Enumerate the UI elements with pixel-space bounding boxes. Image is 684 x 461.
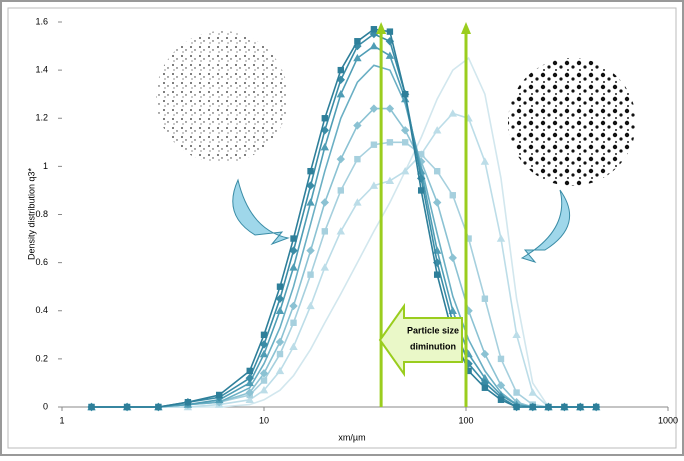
marker xyxy=(338,187,344,193)
marker xyxy=(261,332,267,338)
x-tick-label: 1 xyxy=(59,415,64,425)
marker xyxy=(402,139,408,145)
marker xyxy=(450,192,456,198)
marker xyxy=(307,271,313,277)
marker xyxy=(338,67,344,73)
reference-arrowhead xyxy=(461,22,471,34)
marker xyxy=(498,397,504,403)
marker xyxy=(577,404,583,410)
annotation: Particle size xyxy=(407,325,459,335)
marker xyxy=(337,155,345,163)
marker xyxy=(88,404,94,410)
marker xyxy=(593,404,599,410)
marker xyxy=(371,142,377,148)
reference-arrowhead xyxy=(376,22,386,34)
marker xyxy=(354,156,360,162)
y-axis-label: Density distribution q3* xyxy=(26,167,36,260)
y-tick-label: 0.8 xyxy=(35,209,48,219)
x-tick-label: 100 xyxy=(458,415,473,425)
marker xyxy=(449,109,457,116)
particle-image-coarse xyxy=(508,58,636,186)
marker xyxy=(276,338,284,346)
marker xyxy=(418,187,424,193)
marker xyxy=(482,385,488,391)
marker xyxy=(289,263,297,270)
marker xyxy=(321,263,329,270)
marker xyxy=(306,302,314,309)
marker xyxy=(290,235,296,241)
marker xyxy=(322,228,328,234)
y-tick-label: 1.2 xyxy=(35,113,48,123)
marker xyxy=(387,28,393,34)
marker xyxy=(337,227,345,234)
curved-arrow-left xyxy=(233,180,288,244)
marker xyxy=(277,283,283,289)
marker xyxy=(276,367,284,374)
marker xyxy=(124,404,130,410)
marker xyxy=(354,38,360,44)
marker xyxy=(512,331,520,338)
particle-image-fine xyxy=(156,31,288,163)
marker xyxy=(307,168,313,174)
marker xyxy=(155,404,161,410)
annotation: diminution xyxy=(410,341,456,351)
y-tick-label: 0 xyxy=(43,401,48,411)
y-tick-label: 0.4 xyxy=(35,305,48,315)
x-tick-label: 10 xyxy=(259,415,269,425)
curved-arrow-right xyxy=(522,190,570,262)
marker xyxy=(482,296,488,302)
y-tick-label: 0.6 xyxy=(35,257,48,267)
marker xyxy=(402,91,408,97)
marker xyxy=(481,350,489,358)
arrow-annotation xyxy=(380,306,462,374)
y-tick-label: 0.2 xyxy=(35,353,48,363)
marker xyxy=(261,377,267,383)
y-tick-label: 1.6 xyxy=(35,16,48,26)
marker xyxy=(247,368,253,374)
marker xyxy=(370,42,378,49)
chart: 00.20.40.60.811.21.41.61101001000 xm/µm … xyxy=(0,0,684,456)
marker xyxy=(434,271,440,277)
marker xyxy=(545,404,551,410)
x-tick-label: 1000 xyxy=(658,415,678,425)
marker xyxy=(434,168,440,174)
marker xyxy=(277,351,283,357)
marker xyxy=(371,26,377,32)
marker xyxy=(530,404,536,410)
marker xyxy=(306,246,314,254)
marker xyxy=(449,254,457,262)
marker xyxy=(289,343,297,350)
marker xyxy=(433,198,441,206)
marker xyxy=(481,157,489,164)
y-tick-label: 1.4 xyxy=(35,65,48,75)
series-line xyxy=(92,142,597,407)
marker xyxy=(387,139,393,145)
marker xyxy=(321,198,329,206)
marker xyxy=(513,389,519,395)
marker xyxy=(322,115,328,121)
marker xyxy=(185,399,191,405)
marker xyxy=(561,404,567,410)
marker xyxy=(513,404,519,410)
x-axis-label: xm/µm xyxy=(338,432,365,442)
marker xyxy=(498,356,504,362)
marker xyxy=(216,392,222,398)
marker xyxy=(386,177,394,184)
marker xyxy=(290,320,296,326)
marker xyxy=(529,388,537,395)
y-tick-label: 1 xyxy=(43,161,48,171)
marker xyxy=(497,234,505,241)
marker xyxy=(289,302,297,310)
